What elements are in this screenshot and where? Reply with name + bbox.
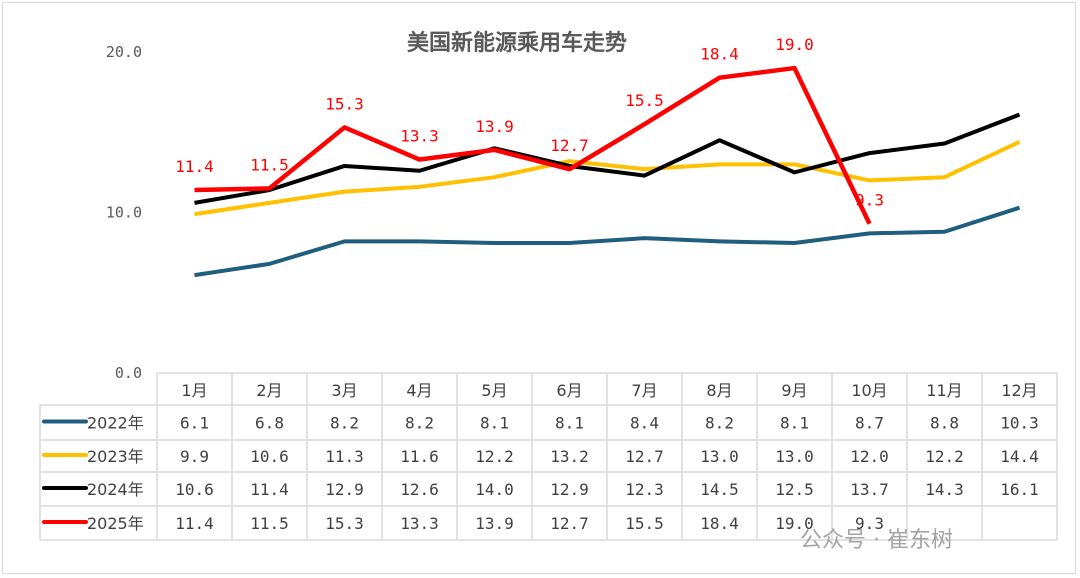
table-cell: 8.2 <box>330 414 359 433</box>
table-cell: 12.3 <box>625 480 664 499</box>
data-label: 15.5 <box>625 91 664 110</box>
table-cell: 11.5 <box>250 514 289 533</box>
table-cell: 16.1 <box>1000 480 1039 499</box>
category-label: 5月 <box>481 381 507 400</box>
data-label: 11.5 <box>250 155 289 174</box>
watermark: 公众号 · 崔东树 <box>800 528 953 553</box>
table-cell: 12.9 <box>325 480 364 499</box>
data-label: 12.7 <box>550 136 589 155</box>
table-cell: 15.5 <box>625 514 664 533</box>
table-cell: 6.1 <box>180 414 209 433</box>
table-cell: 12.7 <box>625 447 664 466</box>
table-cell: 13.0 <box>775 447 814 466</box>
category-label: 2月 <box>256 381 282 400</box>
table-cell: 11.6 <box>400 447 439 466</box>
category-label: 10月 <box>851 381 887 400</box>
series-line-2022年 <box>194 205 1021 278</box>
table-cell: 13.2 <box>550 447 589 466</box>
data-label: 9.3 <box>855 191 884 210</box>
table-cell: 12.9 <box>550 480 589 499</box>
table-cell: 10.3 <box>1000 414 1039 433</box>
table-cell: 12.6 <box>400 480 439 499</box>
table-cell: 8.2 <box>405 414 434 433</box>
category-label: 4月 <box>406 381 432 400</box>
table-cell: 14.3 <box>925 480 964 499</box>
legend-label: 2023年 <box>87 447 144 466</box>
table-cell: 8.8 <box>930 414 959 433</box>
series-line-2025年 <box>194 65 872 225</box>
table-cell: 8.1 <box>555 414 584 433</box>
data-label: 15.3 <box>325 94 364 113</box>
data-label: 13.9 <box>475 117 514 136</box>
category-label: 11月 <box>926 381 962 400</box>
table-cell: 8.1 <box>480 414 509 433</box>
table-cell: 8.2 <box>705 414 734 433</box>
data-label: 19.0 <box>775 35 814 54</box>
table-cell: 14.5 <box>700 480 739 499</box>
table-cell: 15.3 <box>325 514 364 533</box>
legend-label: 2025年 <box>87 514 144 533</box>
category-label: 7月 <box>631 381 657 400</box>
chart-title: 美国新能源乘用车走势 <box>407 30 627 56</box>
table-cell: 12.7 <box>550 514 589 533</box>
table-cell: 12.5 <box>775 480 814 499</box>
table-cell: 6.8 <box>255 414 284 433</box>
table-cell: 11.4 <box>175 514 214 533</box>
table-cell: 12.2 <box>925 447 964 466</box>
table-cell: 11.4 <box>250 480 289 499</box>
category-label: 6月 <box>556 381 582 400</box>
table-cell: 13.9 <box>475 514 514 533</box>
category-label: 9月 <box>781 381 807 400</box>
data-label: 13.3 <box>400 127 439 146</box>
legend-label: 2024年 <box>87 480 144 499</box>
table-cell: 8.7 <box>855 414 884 433</box>
table-cell: 14.0 <box>475 480 514 499</box>
table-cell: 19.0 <box>775 514 814 533</box>
legend-label: 2022年 <box>87 414 144 433</box>
category-label: 1月 <box>181 381 207 400</box>
table-cell: 8.1 <box>780 414 809 433</box>
category-label: 12月 <box>1001 381 1037 400</box>
y-tick-label: 20.0 <box>106 43 142 61</box>
table-cell: 12.2 <box>475 447 514 466</box>
table-cell: 10.6 <box>175 480 214 499</box>
table-cell: 18.4 <box>700 514 739 533</box>
table-cell: 9.3 <box>855 514 884 533</box>
table-cell: 10.6 <box>250 447 289 466</box>
table-cell: 9.9 <box>180 447 209 466</box>
y-tick-label: 10.0 <box>106 204 142 222</box>
table-cell: 13.0 <box>700 447 739 466</box>
data-label: 18.4 <box>700 45 739 64</box>
table-cell: 12.0 <box>850 447 889 466</box>
series-line-2023年 <box>194 140 1021 217</box>
table-cell: 8.4 <box>630 414 659 433</box>
series-line-2024年 <box>194 112 1021 205</box>
table-cell: 11.3 <box>325 447 364 466</box>
table-cell: 13.7 <box>850 480 889 499</box>
table-cell: 14.4 <box>1000 447 1039 466</box>
table-cell: 13.3 <box>400 514 439 533</box>
y-tick-label: 0.0 <box>115 364 142 382</box>
category-label: 8月 <box>706 381 732 400</box>
data-label: 11.4 <box>175 157 214 176</box>
category-label: 3月 <box>331 381 357 400</box>
